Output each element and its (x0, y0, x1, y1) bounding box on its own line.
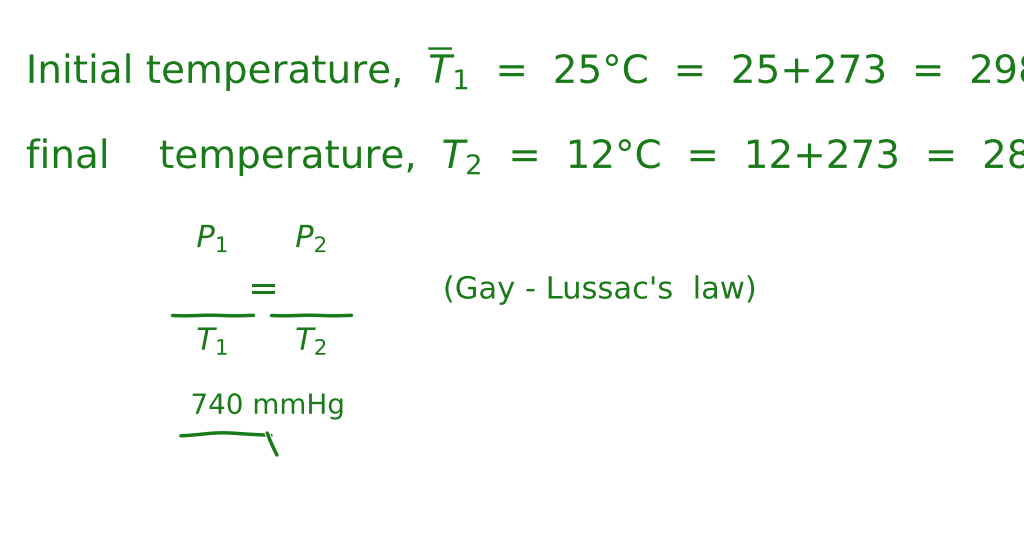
Text: =: = (249, 273, 279, 307)
Text: $T_2$: $T_2$ (295, 326, 328, 357)
Text: 740 mmHg: 740 mmHg (190, 392, 345, 420)
Text: $P_1$: $P_1$ (197, 223, 228, 254)
Text: (Gay - Lussac's  law): (Gay - Lussac's law) (442, 276, 757, 305)
Text: Initial temperature,  $\overline{T}_1$  =  25°C  =  25+273  =  298k: Initial temperature, $\overline{T}_1$ = … (26, 42, 1024, 93)
Text: $T_1$: $T_1$ (197, 326, 228, 357)
Text: $P_2$: $P_2$ (295, 223, 327, 254)
Text: final    temperature,  $T_2$  =  12°C  =  12+273  =  285k: final temperature, $T_2$ = 12°C = 12+273… (26, 136, 1024, 178)
